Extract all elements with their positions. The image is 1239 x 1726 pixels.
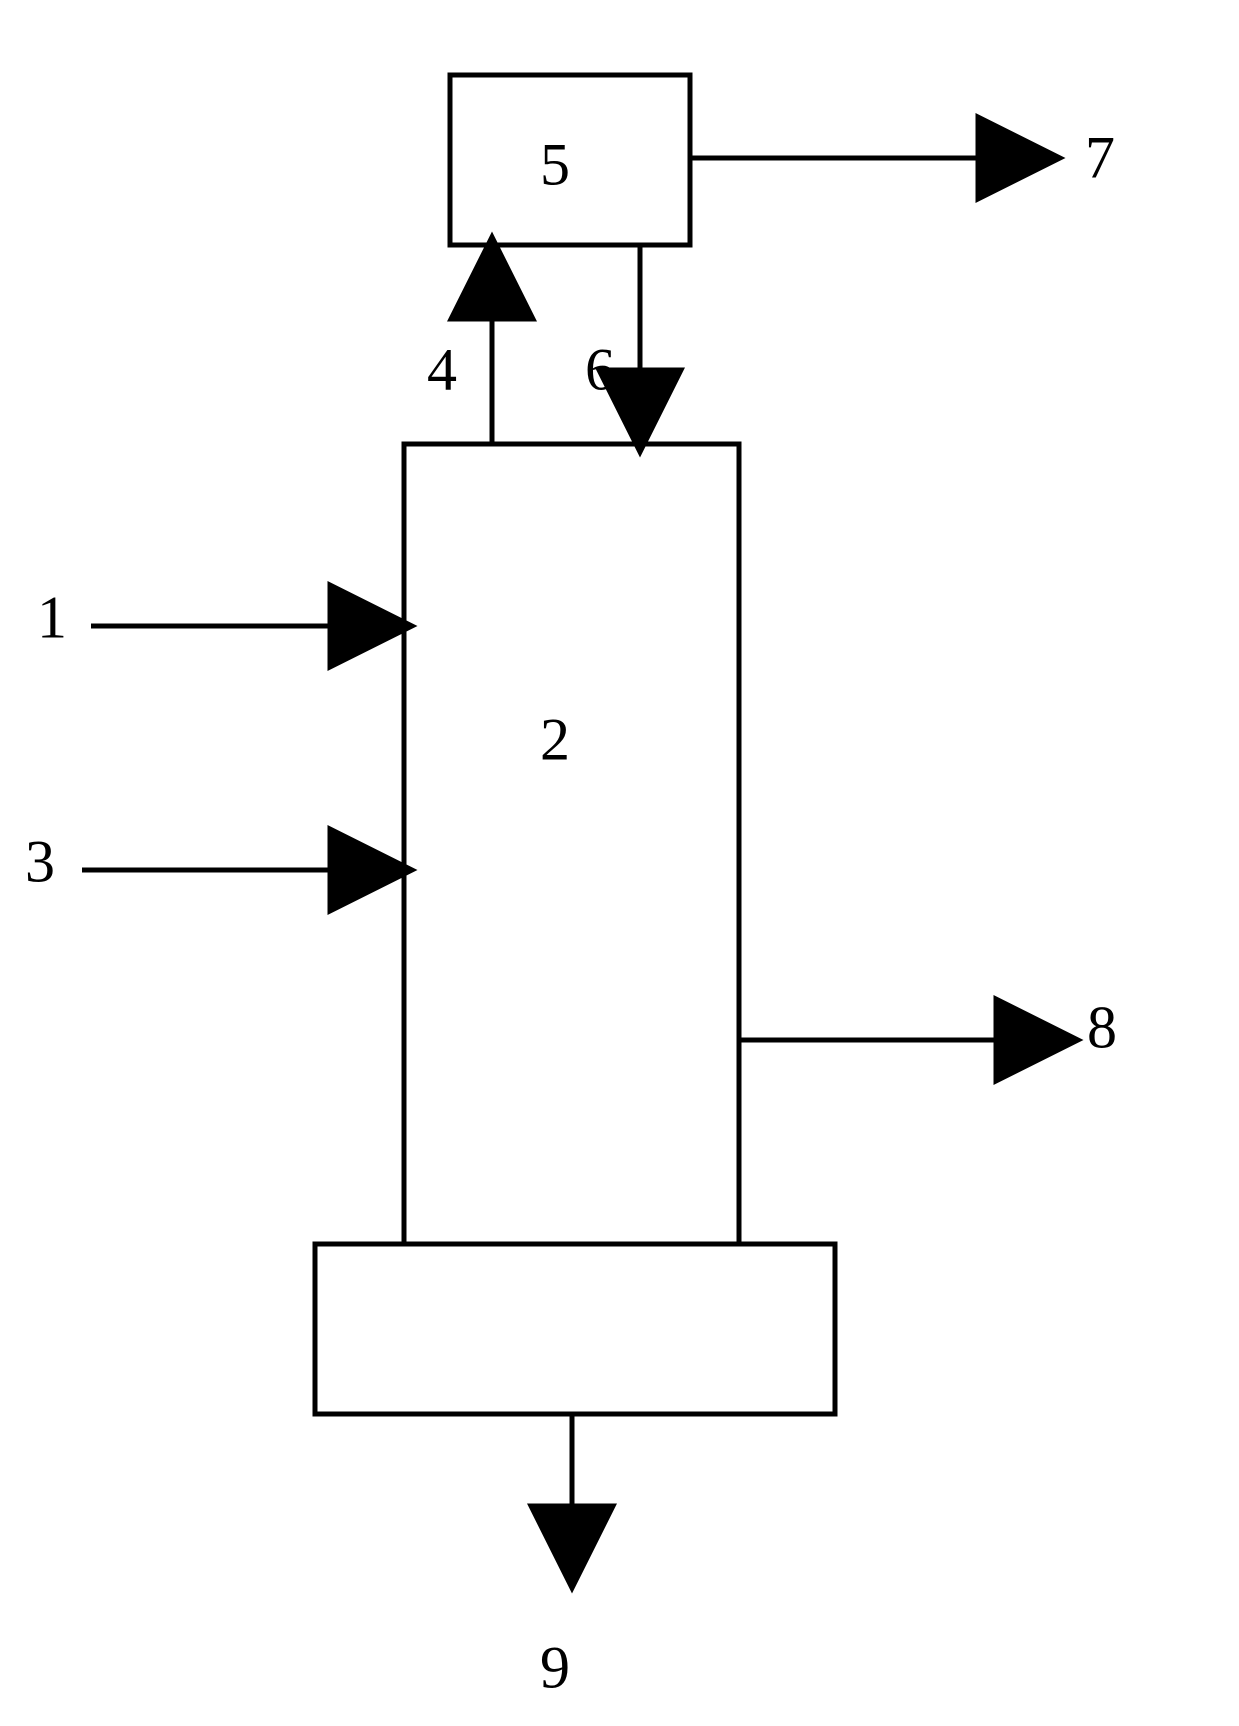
node-box2	[404, 444, 739, 1244]
node-box5	[450, 75, 690, 245]
node-reboiler	[315, 1244, 835, 1414]
process-diagram	[0, 0, 1239, 1726]
arrow-label-arrow6: 6	[585, 336, 615, 405]
arrow-label-arrow9: 9	[540, 1634, 570, 1703]
arrow-label-arrow1: 1	[37, 584, 67, 653]
arrow-label-arrow4: 4	[427, 336, 457, 405]
arrow-label-arrow3: 3	[25, 828, 55, 897]
node-label-box2: 2	[540, 706, 570, 775]
node-label-box5: 5	[540, 131, 570, 200]
arrow-label-arrow8: 8	[1087, 994, 1117, 1063]
arrow-label-arrow7: 7	[1085, 124, 1115, 193]
